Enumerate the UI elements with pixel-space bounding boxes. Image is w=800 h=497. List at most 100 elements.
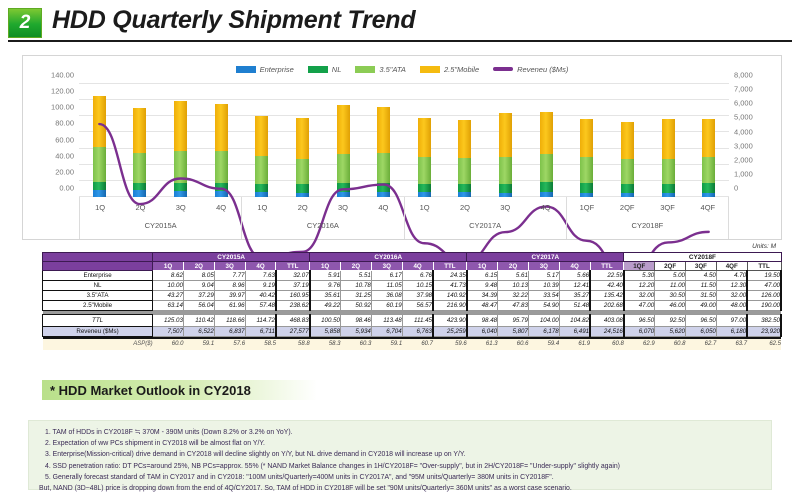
chart-bar-segment [580,157,594,183]
chart-legend: Enterprise NL 3.5"ATA 2.5"Mobile Reveneu ($M… [23,61,781,77]
y-axis-tick-left: 140.00 [51,70,74,80]
data-cell: 423.90 [432,314,468,327]
table-row: NL 10.00 9.04 8.96 9.19 37.19 9.76 10.78 11.05 10… [41,280,782,291]
table-corner [41,261,154,271]
column-header: 4Q [401,261,434,271]
legend-swatch-icon [355,65,376,73]
data-cell: 160.95 [274,290,311,301]
asp-data-cell: 58.5 [245,338,276,350]
column-group-header: CY2015A [152,252,311,262]
row-header: NL [41,280,154,291]
data-cell: 104.82 [558,314,591,327]
x-axis-tick-label: 2Q [459,202,470,212]
chart-bar-segment [702,183,716,194]
table-header-quarter-row: 1Q 2Q 3Q 4Q TTL 1Q 2Q 3Q 4Q TTL 1Q 2Q 3Q 4Q TTL 1QF 2QF 3… [41,261,782,271]
column-header: 2Q [340,261,372,271]
data-cell: 57.48 [244,300,277,311]
outlook-line: 3. Enterprise(Mission-critical) drive de… [45,451,466,459]
data-cell: 110.42 [182,314,215,327]
data-cell: 95.79 [497,314,529,327]
chart-bar-segment [377,191,391,197]
data-cell: 5,620 [654,326,686,337]
revenue-line-series [79,84,729,497]
asp-data-cell: 62.7 [685,338,717,350]
data-cell: 238.62 [274,300,311,311]
asp-data-cell: 60.3 [340,338,372,350]
chart-bar-segment [92,190,106,197]
data-cell: 46.00 [654,300,686,311]
data-cell: 35.61 [309,290,342,301]
legend-item: Reveneu ($Ms) [493,65,568,74]
chart-gridline [79,83,729,84]
y-axis-tick-right: 6,000 [734,98,753,108]
table-row: 3.5"ATA 43.27 37.29 39.97 40.42 160.95 35.61 31… [41,290,782,301]
table-row: TTL 125.03 110.42 118.66 114.72 468.83 100.50 9… [41,314,782,327]
data-cell: 50.92 [340,300,372,311]
data-cell: 34.39 [466,290,499,301]
y-axis-tick-left: 80.00 [55,118,74,128]
chart-plot-area: 0.00 20.00 40.00 60.00 80.00 100.00 120.00 140.… [51,71,753,197]
data-cell: 31.50 [685,290,717,301]
data-cell: 118.66 [213,314,246,327]
data-cell: 8.62 [152,270,184,281]
asp-data-cell: 60.8 [654,338,686,350]
chart-bar-segment [377,107,391,153]
data-cell: 6,180 [715,326,748,337]
data-cell: 96.50 [623,314,656,327]
chart-bar-segment [336,183,350,192]
data-cell: 9.04 [182,280,215,291]
chart-bar-segment [458,192,472,197]
data-cell: 403.08 [589,314,625,327]
y-axis-tick-left: 20.00 [55,167,74,177]
data-cell: 10.39 [527,280,560,291]
chart-bar-segment [174,101,188,152]
chart-bar-segment [539,112,553,154]
data-cell: 39.97 [213,290,246,301]
chart-bar-segment [702,157,716,184]
chart-bar-segment [499,113,513,158]
data-cell: 56.04 [182,300,215,311]
legend-swatch-icon [235,65,256,73]
data-cell: 11.50 [685,280,717,291]
asp-data-cell: 63.7 [716,338,748,350]
chart-bar-segment [92,181,106,191]
y-axis-tick-left: 60.00 [55,135,74,145]
chart-bar [174,101,188,197]
chart-bar [499,113,513,197]
x-axis-group: 1QF 2QF 3QF 4QF CY2018F [565,197,729,239]
chart-bar-segment [458,119,472,159]
data-cell: 30.50 [654,290,686,301]
data-cell: 202.68 [589,300,625,311]
chart-bar-segment [620,184,634,193]
chart-bar-segment [499,184,513,193]
y-axis-tick-right: 8,000 [734,70,753,80]
data-cell: 51.48 [558,300,591,311]
data-cell: 12.41 [558,280,591,291]
data-cell: 7.77 [213,270,246,281]
data-cell: 22.59 [589,270,625,281]
outlook-line: 1. TAM of HDDs in CY2018F ≒ 370M - 390M … [45,429,293,436]
chart-bar-segment [661,193,675,197]
chart-gridline [79,115,729,117]
asp-data-cell: 59.4 [528,338,560,350]
x-axis-tick-label: 4QF [700,202,716,212]
data-cell: 42.40 [589,280,625,291]
data-cell: 126.00 [746,290,782,301]
slide-header: 2 HDD Quarterly Shipment Trend [0,6,800,42]
chart-bar-segment [133,183,147,191]
data-cell: 56.57 [401,300,434,311]
data-cell: 6.15 [466,270,499,281]
chart-bar [377,107,391,197]
data-cell: 10.13 [497,280,529,291]
data-cell: 32.00 [623,290,656,301]
chart-bar-segment [377,152,391,184]
table-rule-cell [42,336,781,339]
data-cell: 10.00 [152,280,184,291]
row-header: 2.5"Mobile [41,300,154,311]
chart-bar-segment [214,190,228,197]
chart-bar [92,96,106,197]
data-cell: 61.96 [213,300,246,311]
data-cell: 37.98 [401,290,434,301]
column-group-header: CY2018F [623,252,782,262]
data-cell: 6.17 [370,270,403,281]
